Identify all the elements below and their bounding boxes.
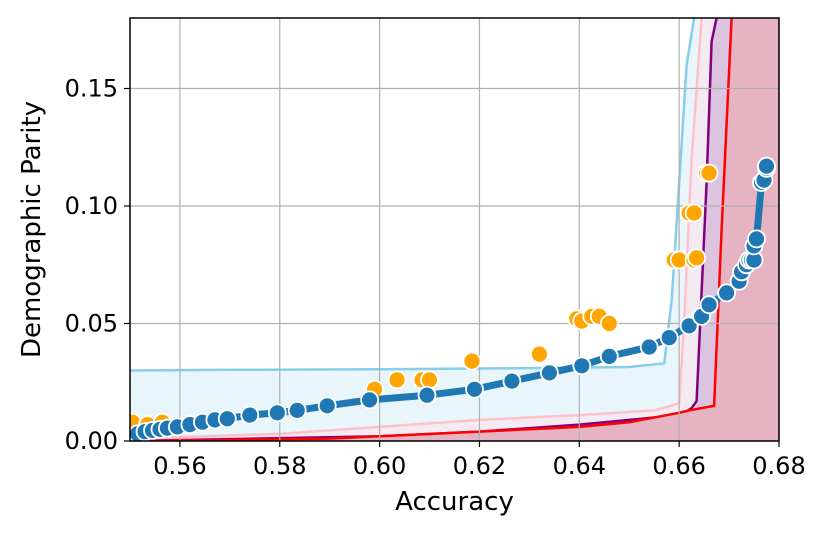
x-tick-label-1: 0.56 (153, 452, 206, 480)
series-2-point-20 (572, 356, 592, 376)
data-series (130, 156, 776, 441)
series-2-point-26 (699, 295, 719, 315)
x-tick-label-7: 0.68 (752, 452, 805, 480)
series-1-point-22 (699, 163, 719, 183)
series-2-point-27 (717, 283, 736, 303)
y-tick-label-4: 0.15 (65, 75, 118, 103)
x-axis-label: Accuracy (395, 487, 514, 517)
region-boundary-1 (130, 18, 696, 372)
x-tick-label-6: 0.66 (652, 452, 705, 480)
series-2-point-17 (465, 379, 484, 399)
plot-frame (129, 17, 780, 442)
frontier-regions (130, 18, 779, 441)
series-2-point-11 (240, 405, 260, 425)
series-1-point-18 (684, 203, 704, 223)
series-2-point-12 (267, 403, 287, 423)
x-tick-label-4: 0.62 (453, 452, 506, 480)
y-tick-label-1: 0.00 (65, 427, 118, 455)
series-1-point-5 (387, 370, 407, 390)
series-2-point-39 (757, 156, 776, 176)
series-2-point-35 (747, 229, 766, 249)
series-2-point-22 (639, 337, 659, 357)
y-axis-label: Demographic Parity (17, 101, 47, 358)
series-1-point-9 (530, 344, 549, 364)
series-2-point-21 (599, 346, 619, 366)
series-2-point-14 (317, 396, 337, 416)
series-2-point-16 (417, 385, 437, 405)
series-2-point-18 (502, 371, 522, 391)
series-1-point-14 (599, 314, 619, 333)
series-2-point-10 (217, 409, 237, 429)
series-2-point-24 (679, 316, 699, 336)
series-1-point-20 (687, 248, 706, 268)
region-boundary-2 (130, 18, 703, 440)
series-2-point-23 (659, 328, 679, 348)
y-tick-label-2: 0.05 (65, 310, 118, 338)
x-tick-label-5: 0.64 (553, 452, 606, 480)
x-axis-ticks: 0.56 0.58 0.60 0.62 0.64 0.66 0.68 (153, 441, 806, 480)
y-tick-label-3: 0.10 (65, 192, 118, 220)
series-2-point-15 (360, 390, 380, 410)
series-2-point-19 (540, 363, 559, 383)
series-2-point-13 (287, 400, 307, 420)
series-1-point-7 (420, 370, 439, 390)
y-axis-ticks: 0.00 0.05 0.10 0.15 (65, 75, 130, 455)
region-boundary-4 (130, 18, 733, 441)
x-tick-label-3: 0.60 (353, 452, 406, 480)
x-tick-label-2: 0.58 (253, 452, 306, 480)
series-1-point-8 (462, 351, 482, 371)
